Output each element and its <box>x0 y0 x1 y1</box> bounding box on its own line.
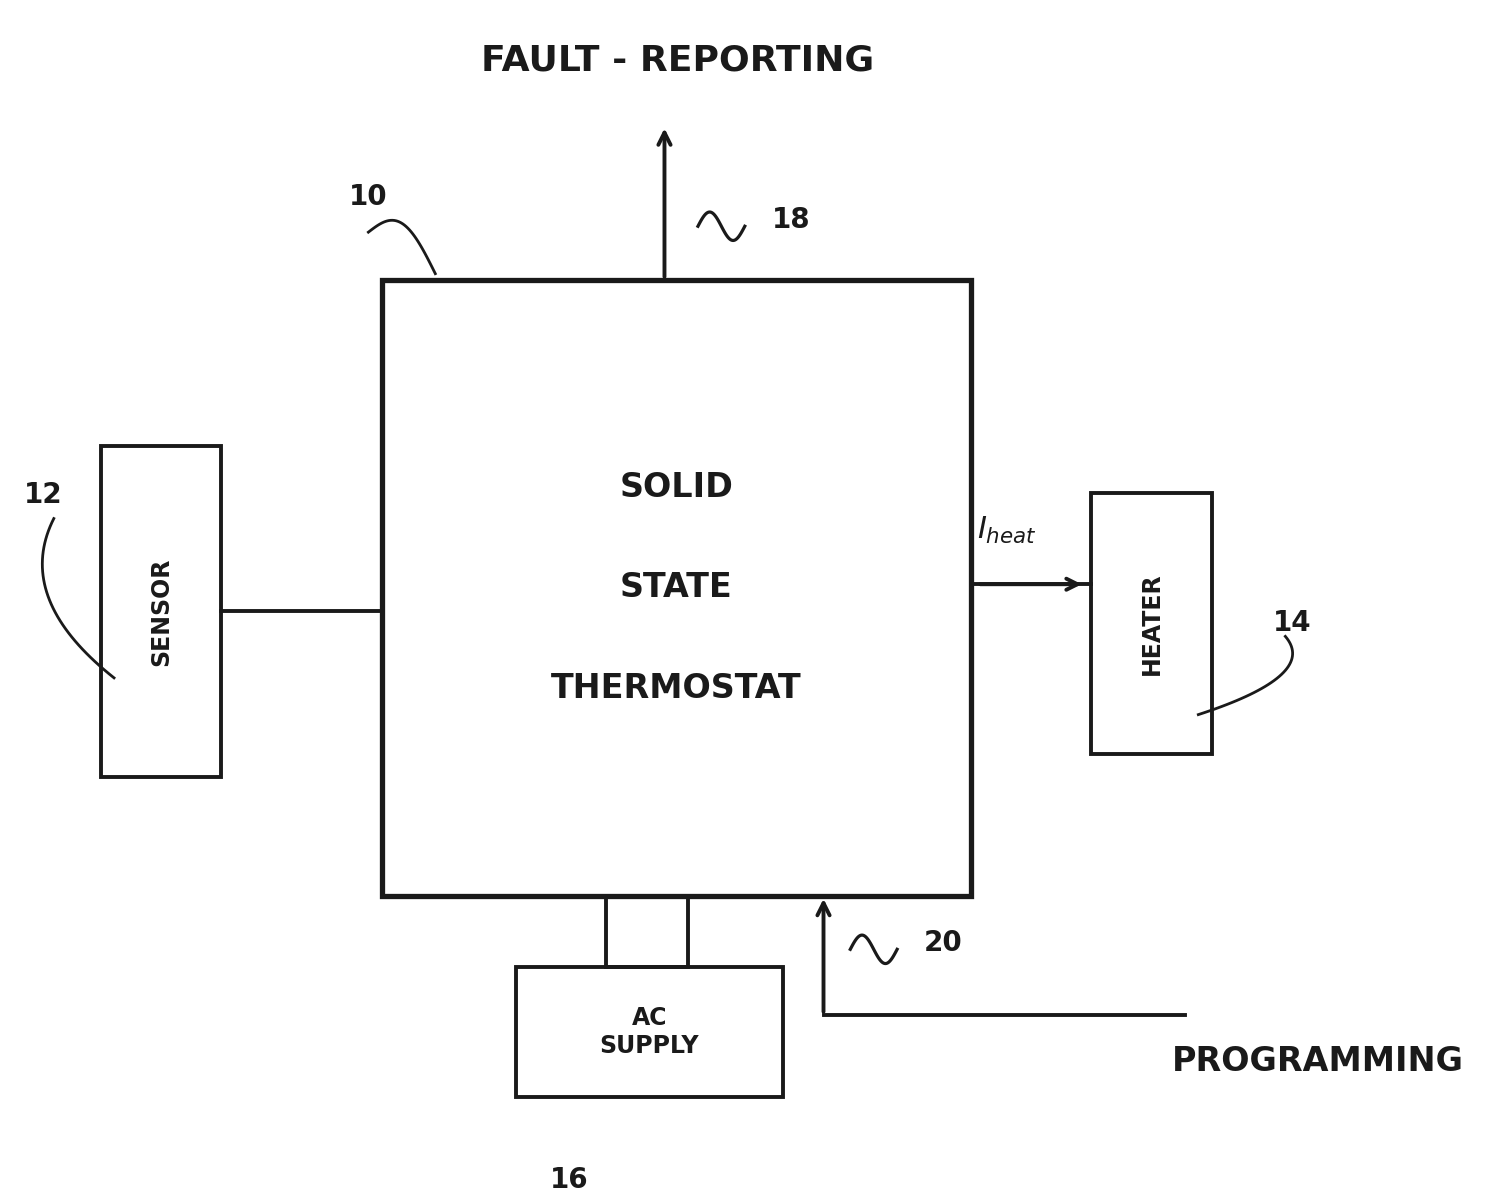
Text: 12: 12 <box>24 482 63 509</box>
Bar <box>1091 492 1212 754</box>
Text: SENSOR: SENSOR <box>149 557 173 666</box>
Text: 14: 14 <box>1273 609 1312 637</box>
Text: HEATER: HEATER <box>1140 572 1164 674</box>
Text: 18: 18 <box>771 206 810 235</box>
Text: THERMOSTAT: THERMOSTAT <box>551 672 802 706</box>
Text: 16: 16 <box>550 1167 589 1194</box>
Text: PROGRAMMING: PROGRAMMING <box>1171 1045 1464 1079</box>
Text: AC
SUPPLY: AC SUPPLY <box>599 1007 699 1058</box>
Text: 20: 20 <box>923 929 962 957</box>
Bar <box>515 967 783 1098</box>
Text: STATE: STATE <box>620 571 732 604</box>
Bar <box>382 279 971 896</box>
Bar <box>100 445 221 778</box>
Text: FAULT - REPORTING: FAULT - REPORTING <box>481 43 874 77</box>
Text: SOLID: SOLID <box>620 471 734 503</box>
Text: 10: 10 <box>350 183 387 211</box>
Text: $I_{heat}$: $I_{heat}$ <box>977 515 1037 547</box>
